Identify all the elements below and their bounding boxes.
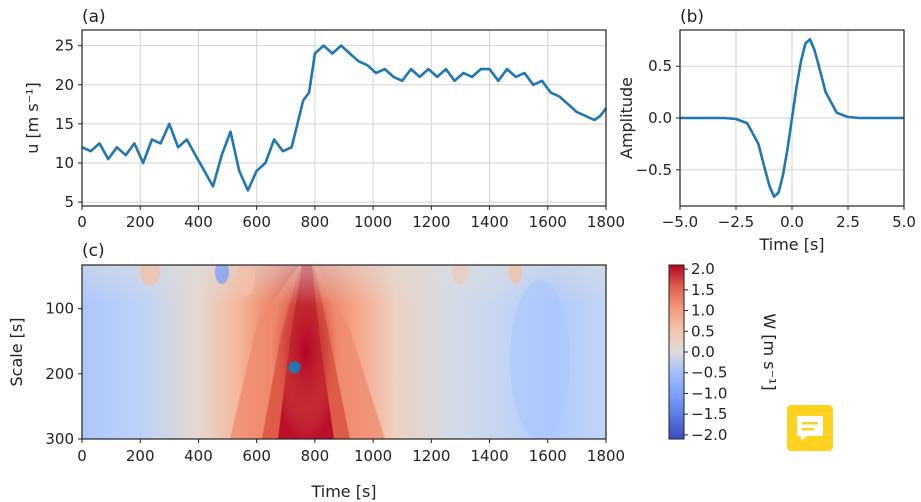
colorbar-tick-label: 0.5 [691,322,715,340]
colorbar-tick-label: 2.0 [691,260,715,278]
colorbar-ticks: 2.0 1.5 1.0 0.5 0.0 −0.5 −1.0 −1.5 −2.0 [684,260,727,444]
xtick-label: 1400 [470,447,508,465]
xtick-label: 1000 [354,213,392,231]
panel-a-series [81,44,608,192]
colorbar-tick-label: 1.5 [691,281,715,299]
ytick-label: 20 [55,76,74,94]
colorbar-tick-label: −1.0 [691,384,727,402]
xtick-label: 1600 [529,213,567,231]
panel-b-ylabel: Amplitude [617,77,636,159]
heatmap-core-glow [272,270,340,439]
xtick-label: 400 [184,447,213,465]
xtick-label: 1800 [587,213,625,231]
ytick-label: 100 [45,300,74,318]
chat-note-icon [797,416,823,441]
ytick-label: 15 [55,115,74,133]
panel-c-xlabel: Time [s] [310,482,376,501]
panel-c-ylabel: Scale [s] [7,318,26,387]
wavelet-line [680,38,904,198]
xtick-label: 2.5 [836,213,860,231]
panel-a-title: (a) [82,7,106,27]
panel-b-series [680,38,904,198]
heatmap-blob [452,265,468,284]
note-button[interactable] [787,405,833,451]
panel-b-title: (b) [680,7,704,27]
panel-b-ticks: −5.0 −2.5 0.0 2.5 5.0 −0.5 0.0 0.5 [636,57,916,231]
heatmap-blob [508,265,522,284]
heatmap-field [82,265,606,439]
ytick-label: 5 [64,193,74,211]
wind-speed-line [81,44,608,192]
colorbar-tick-label: −0.5 [691,364,727,382]
xtick-label: 5.0 [892,213,916,231]
panel-c-ticks: 0 200 400 600 800 1000 1200 1400 1600 1800 100 200 3… [45,300,625,465]
xtick-label: 800 [301,447,330,465]
xtick-label: 600 [242,447,271,465]
panel-b: −5.0 −2.5 0.0 2.5 5.0 −0.5 0.0 0.5 Amplitude Ti… [617,7,916,254]
colorbar: 2.0 1.5 1.0 0.5 0.0 −0.5 −1.0 −1.5 −2.0 W [m s⁻¹… [668,260,779,444]
colorbar-label: W [m s⁻¹] [760,313,779,390]
xtick-label: 600 [242,213,271,231]
colorbar-tick-label: −1.5 [691,405,727,423]
xtick-label: 1000 [354,447,392,465]
colorbar-tick-label: 1.0 [691,302,715,320]
xtick-label: −5.0 [662,213,698,231]
heatmap-marker [288,361,301,374]
xtick-label: 0.0 [780,213,804,231]
panel-a-grid [81,30,607,206]
xtick-label: 0 [77,447,87,465]
xtick-label: 1200 [412,213,450,231]
ytick-label: 200 [45,365,74,383]
xtick-label: −2.5 [718,213,754,231]
heatmap-blob [215,265,229,284]
panel-a-ylabel: u [m s⁻¹] [23,82,42,154]
panel-c: 0 200 400 600 800 1000 1200 1400 1600 1800 100 200 3… [7,241,625,501]
xtick-label: 1800 [587,447,625,465]
colorbar-tick-label: 0.0 [691,343,715,361]
panel-c-frame [81,264,607,440]
xtick-label: 1600 [529,447,567,465]
panel-a: 0 200 400 600 800 1000 1200 1400 1600 1800 5 10 15 20… [23,7,625,231]
xtick-label: 1400 [470,213,508,231]
ytick-label: 25 [55,37,74,55]
heatmap-blob [237,265,255,296]
xtick-label: 400 [184,213,213,231]
xtick-label: 200 [126,447,155,465]
heatmap-blob [510,280,570,439]
ytick-label: −0.5 [636,161,672,179]
colorbar-tick-label: −2.0 [691,426,727,444]
panel-a-frame [81,29,607,207]
panel-c-title: (c) [82,241,105,261]
xtick-label: 200 [126,213,155,231]
ytick-label: 0.0 [648,109,672,127]
heatmap-blob [140,265,160,286]
ytick-label: 0.5 [648,57,672,75]
xtick-label: 0 [77,213,87,231]
panel-a-ticks: 0 200 400 600 800 1000 1200 1400 1600 1800 5 10 15 20… [55,37,625,231]
colorbar-gradient [668,264,685,440]
ytick-label: 10 [55,154,74,172]
xtick-label: 800 [301,213,330,231]
panel-b-xlabel: Time [s] [758,235,824,254]
ytick-label: 300 [45,430,74,448]
xtick-label: 1200 [412,447,450,465]
